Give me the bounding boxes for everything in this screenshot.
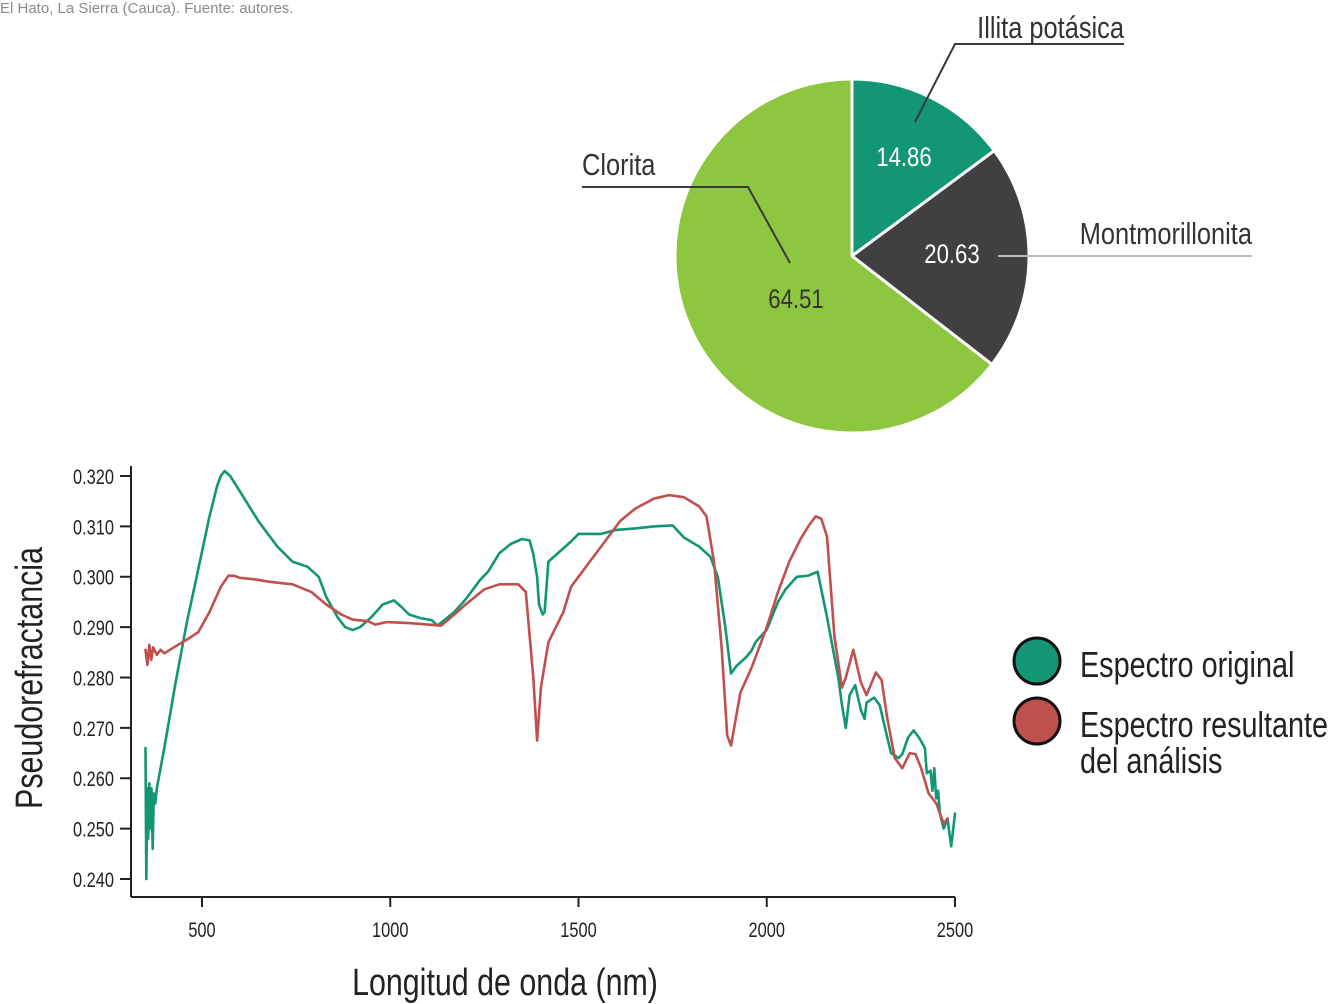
- pie-slice: [850, 149, 1031, 366]
- pie-chart: Illita potásica 14.86 Montmorillonita 20.63…: [582, 11, 1252, 435]
- x-axis-label: Longitud de onda (nm): [352, 962, 658, 1004]
- y-tick-label: 0.310: [73, 515, 114, 538]
- y-tick-label: 0.240: [73, 868, 114, 891]
- legend-label: Espectro resultante del análisis: [1080, 704, 1328, 781]
- pie-leader-line: [582, 186, 791, 264]
- legend-entry: Espectro original: [1080, 644, 1294, 685]
- pie-slice-value: 64.51: [768, 285, 823, 315]
- pie-slice-value: 14.86: [876, 143, 931, 173]
- y-tick-label: 0.250: [73, 818, 114, 841]
- y-axis-label: Pseudorefractancia: [9, 546, 51, 809]
- legend-swatch: [1012, 696, 1062, 746]
- pie-slice-label: Montmorillonita: [1080, 217, 1252, 252]
- y-tick-label: 0.280: [73, 667, 114, 690]
- x-tick-label: 1000: [372, 918, 408, 941]
- legend-entry: Espectro resultante del análisis: [1080, 704, 1328, 781]
- y-tick-label: 0.320: [73, 465, 114, 488]
- y-tick-label: 0.270: [73, 717, 114, 740]
- pie-slice-value: 20.63: [924, 240, 979, 270]
- series-line-original: [144, 469, 957, 881]
- y-tick-label: 0.300: [73, 566, 114, 589]
- x-tick-label: 2000: [749, 918, 785, 941]
- x-tick-label: 1500: [560, 918, 596, 941]
- pie-slice-label: Clorita: [582, 148, 656, 183]
- chart-axes: 0.240 0.250 0.260 0.270 0.280 0.290 0.300 0.310…: [9, 465, 973, 1004]
- pie-leader-line: [914, 43, 1124, 123]
- chart-series: [144, 469, 957, 881]
- y-tick-label: 0.290: [73, 616, 114, 639]
- legend-swatch: [1012, 636, 1062, 686]
- pie-slice-label: Illita potásica: [977, 11, 1124, 46]
- figure-caption: El Hato, La Sierra (Cauca). Fuente: auto…: [0, 0, 294, 17]
- pie-slice: [850, 77, 996, 258]
- pie-slice: [673, 77, 994, 435]
- line-chart: 0.240 0.250 0.260 0.270 0.280 0.290 0.300 0.310…: [9, 465, 973, 1004]
- series-line-resultante: [144, 493, 949, 825]
- chart-legend: Espectro original Espectro resultante del …: [1012, 636, 1328, 781]
- y-tick-label: 0.260: [73, 767, 114, 790]
- x-tick-label: 2500: [937, 918, 973, 941]
- legend-label: Espectro original: [1080, 644, 1294, 685]
- x-tick-label: 500: [188, 918, 215, 941]
